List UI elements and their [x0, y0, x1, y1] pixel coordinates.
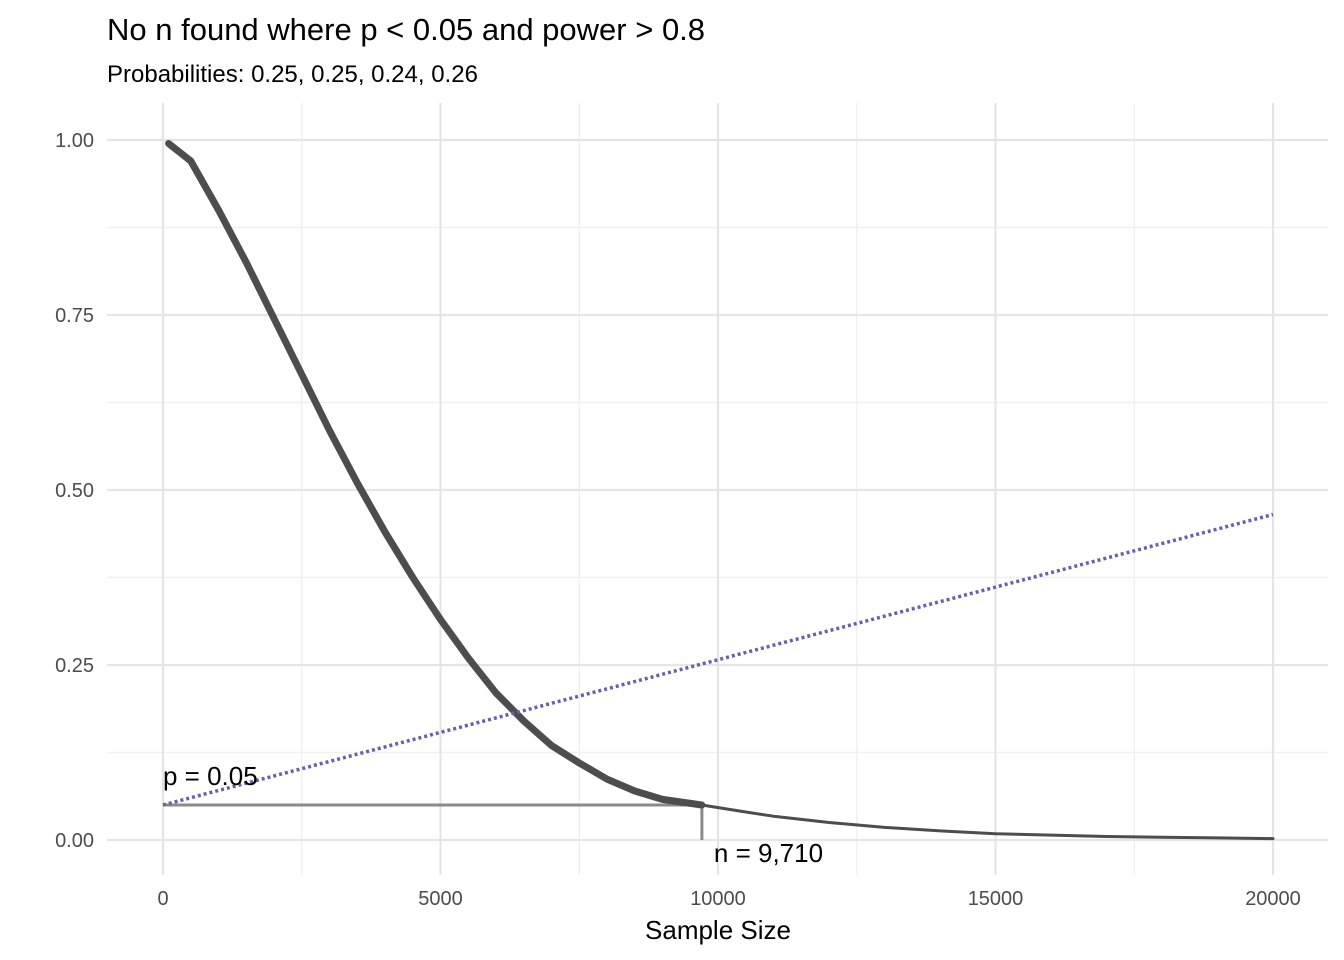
x-tick-label: 10000	[690, 888, 746, 910]
chart-subtitle: Probabilities: 0.25, 0.25, 0.24, 0.26	[107, 61, 478, 88]
chart-title: No n found where p < 0.05 and power > 0.…	[107, 12, 705, 47]
x-tick-label: 5000	[418, 888, 463, 910]
p-threshold-label: p = 0.05	[163, 761, 258, 791]
n-threshold-label: n = 9,710	[714, 838, 823, 868]
series-lines	[162, 140, 1275, 841]
y-tick-label: 0.75	[55, 305, 94, 327]
power-line	[162, 512, 1274, 807]
annotations: p = 0.05 n = 9,710	[163, 761, 823, 868]
y-tick-label: 0.25	[55, 655, 94, 677]
y-tick-label: 1.00	[55, 130, 94, 152]
x-tick-label: 0	[157, 888, 168, 910]
p-value-line-tail	[700, 803, 1275, 841]
x-tick-label: 20000	[1245, 888, 1301, 910]
y-tick-label: 0.50	[55, 480, 94, 502]
x-tick-labels: 0 5000 10000 15000 20000	[157, 888, 1300, 910]
p-value-line-head	[165, 140, 706, 809]
y-tick-label: 0.00	[55, 830, 94, 852]
y-tick-labels: 0.00 0.25 0.50 0.75 1.00	[55, 130, 94, 852]
x-axis-title: Sample Size	[645, 915, 791, 945]
x-tick-label: 15000	[968, 888, 1024, 910]
major-gridlines	[107, 103, 1328, 875]
threshold-lines	[163, 803, 704, 840]
